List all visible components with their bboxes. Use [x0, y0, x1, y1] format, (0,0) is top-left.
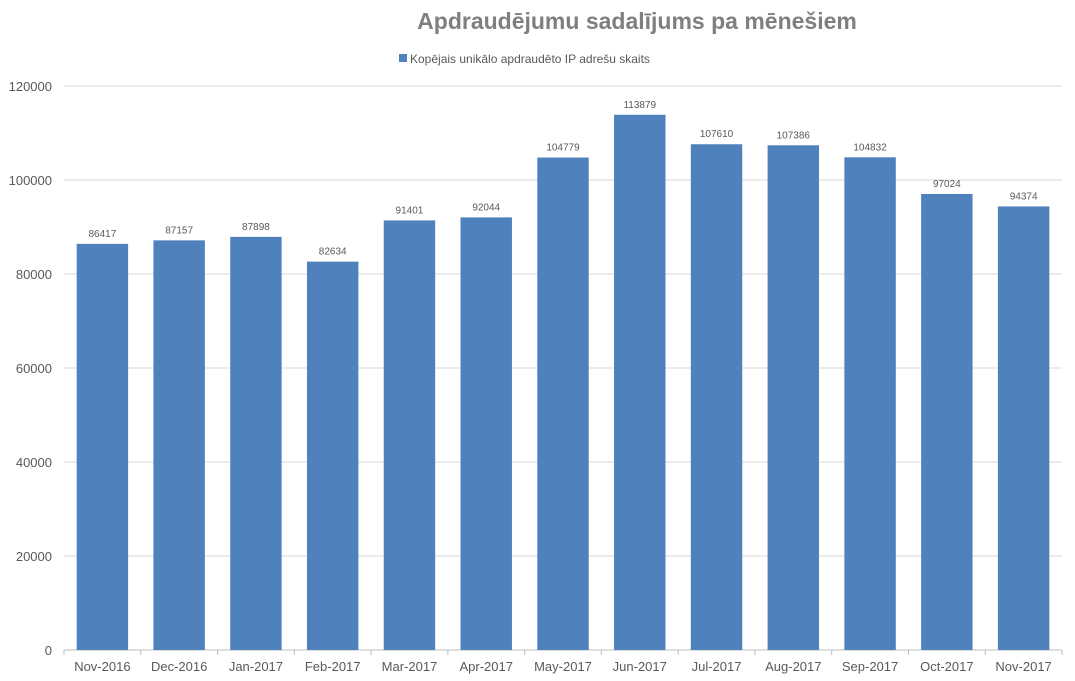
x-tick-label: Nov-2017 [995, 659, 1051, 674]
y-tick-label: 20000 [16, 549, 52, 564]
chart-title: Apdraudējumu sadalījums pa mēnešiem [417, 8, 857, 34]
bar-value-label: 104832 [853, 142, 887, 153]
bar-value-label: 104779 [546, 143, 580, 154]
bar-value-label: 87157 [165, 225, 193, 236]
y-tick-label: 80000 [16, 267, 52, 282]
bar-value-label: 82634 [319, 247, 347, 258]
bar [460, 217, 512, 651]
bar [306, 261, 359, 650]
bar [690, 144, 743, 650]
bar-value-label: 94374 [1010, 191, 1038, 202]
bar [230, 236, 282, 650]
x-tick-label: Sep-2017 [842, 659, 898, 674]
bar-value-label: 97024 [933, 179, 961, 190]
x-tick-label: Dec-2016 [151, 659, 207, 674]
legend-swatch [399, 54, 407, 62]
y-tick-label: 100000 [9, 173, 52, 188]
x-tick-label: Aug-2017 [765, 659, 821, 674]
y-tick-label: 0 [45, 643, 52, 658]
bars [76, 114, 1050, 651]
bar [614, 114, 666, 651]
y-tick-label: 40000 [16, 455, 52, 470]
bar-value-label: 113879 [623, 100, 656, 111]
bar-value-label: 87898 [242, 222, 270, 233]
x-tick-label: Apr-2017 [459, 659, 512, 674]
bar [76, 243, 129, 651]
bar [153, 240, 205, 650]
bar-value-label: 107610 [700, 129, 734, 140]
x-tick-label: Mar-2017 [382, 659, 438, 674]
data-labels: 86417 87157 87898 82634 91401 92044 104779 1138… [88, 100, 1037, 258]
x-axis: Nov-2016 Dec-2016 Jan-2017 Feb-2017 Mar-2017… [63, 650, 1063, 674]
legend: Kopējais unikālo apdraudēto IP adrešu sk… [399, 52, 650, 66]
bar-value-label: 107386 [777, 130, 811, 141]
bar [383, 220, 436, 651]
bar [537, 157, 589, 650]
x-tick-label: Jul-2017 [692, 659, 742, 674]
x-tick-label: Nov-2016 [74, 659, 130, 674]
bar-value-label: 92044 [472, 202, 500, 213]
bar-value-label: 86417 [88, 229, 116, 240]
x-tick-label: Jun-2017 [613, 659, 667, 674]
y-tick-label: 120000 [9, 79, 52, 94]
y-tick-label: 60000 [16, 361, 52, 376]
x-tick-label: Feb-2017 [305, 659, 361, 674]
y-axis: 0 20000 40000 60000 80000 100000 120000 [9, 79, 52, 658]
x-tick-label: Oct-2017 [920, 659, 973, 674]
bar [767, 145, 820, 650]
legend-label: Kopējais unikālo apdraudēto IP adrešu sk… [410, 52, 650, 66]
x-tick-label: May-2017 [534, 659, 592, 674]
bar-value-label: 91401 [396, 205, 424, 216]
bar [844, 157, 896, 650]
bar [997, 206, 1050, 650]
x-tick-label: Jan-2017 [229, 659, 283, 674]
bar [921, 193, 973, 651]
